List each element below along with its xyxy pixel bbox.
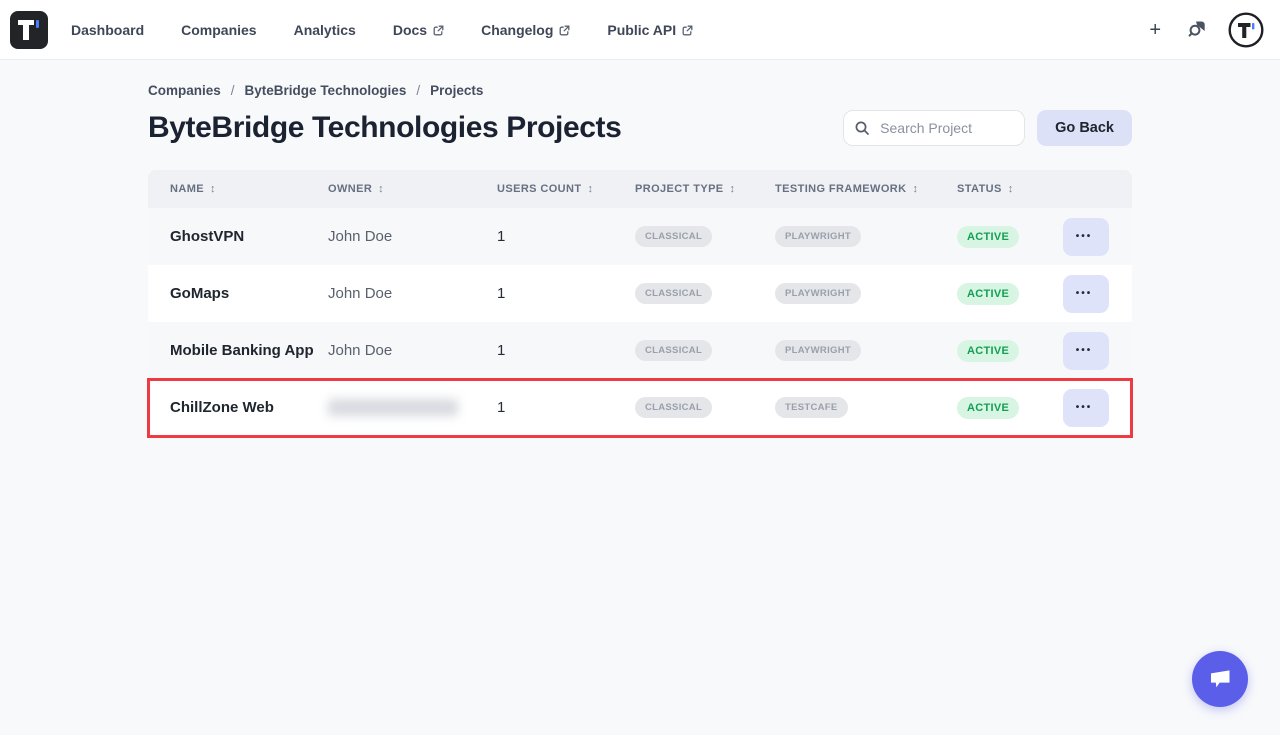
nav-item-companies[interactable]: Companies: [181, 21, 257, 38]
table-row-mobile-banking-app[interactable]: Mobile Banking App John Doe 1 CLASSICAL …: [148, 322, 1132, 379]
app-logo-icon[interactable]: [10, 10, 48, 49]
breadcrumb-separator: /: [230, 83, 235, 98]
users-count: 1: [497, 285, 506, 302]
chat-widget-button[interactable]: [1192, 651, 1248, 707]
navbar-right: +: [1145, 12, 1264, 48]
ellipsis-icon: •••: [1075, 231, 1093, 242]
search-project-input[interactable]: [878, 119, 1015, 137]
column-header-name[interactable]: NAME ↕: [170, 183, 216, 195]
projects-table: NAME ↕ OWNER ↕ USERS COUNT ↕ PROJECT TYPE ↕ …: [147, 170, 1133, 438]
plus-icon: +: [1149, 18, 1161, 41]
testing-framework-badge: PLAYWRIGHT: [775, 283, 861, 304]
sort-icon: ↕: [587, 183, 594, 195]
user-avatar[interactable]: [1228, 12, 1264, 48]
status-badge: ACTIVE: [957, 396, 1020, 419]
project-type-badge: CLASSICAL: [635, 226, 713, 247]
page-title: ByteBridge Technologies Projects: [148, 111, 622, 144]
nav-item-analytics[interactable]: Analytics: [293, 21, 356, 38]
column-header-users-count[interactable]: USERS COUNT ↕: [497, 183, 594, 195]
row-actions-button[interactable]: •••: [1063, 274, 1109, 313]
sort-icon: ↕: [1007, 183, 1014, 195]
sort-icon: ↕: [912, 183, 919, 195]
breadcrumb-companies[interactable]: Companies: [148, 83, 221, 98]
breadcrumb-projects: Projects: [430, 83, 484, 98]
sort-icon: ↕: [729, 183, 736, 195]
project-type-badge: CLASSICAL: [635, 340, 713, 361]
main-nav: Dashboard Companies Analytics Docs Chang…: [71, 22, 693, 38]
users-count: 1: [497, 399, 506, 416]
navbar: Dashboard Companies Analytics Docs Chang…: [0, 0, 1280, 60]
redacted-owner: [328, 399, 458, 416]
table-row-chillzone-web[interactable]: ChillZone Web 1 CLASSICAL TESTCAFE ACTIV…: [147, 378, 1133, 438]
ellipsis-icon: •••: [1075, 345, 1093, 356]
nav-item-changelog[interactable]: Changelog: [481, 22, 570, 38]
sort-icon: ↕: [378, 183, 385, 195]
external-link-icon: [682, 25, 693, 36]
users-count: 1: [497, 228, 506, 245]
chat-bubble-icon: [1205, 664, 1235, 694]
status-badge: ACTIVE: [957, 282, 1020, 305]
external-link-icon: [559, 25, 570, 36]
status-badge: ACTIVE: [957, 339, 1020, 362]
ellipsis-icon: •••: [1075, 288, 1093, 299]
table-row-gomaps[interactable]: GoMaps John Doe 1 CLASSICAL PLAYWRIGHT A…: [148, 265, 1132, 322]
project-name: GhostVPN: [170, 228, 245, 245]
project-type-badge: CLASSICAL: [635, 283, 713, 304]
external-link-icon: [433, 25, 444, 36]
breadcrumb: Companies / ByteBridge Technologies / Pr…: [148, 83, 1132, 98]
table-row-ghostvpn[interactable]: GhostVPN John Doe 1 CLASSICAL PLAYWRIGHT…: [148, 208, 1132, 265]
main-content: Companies / ByteBridge Technologies / Pr…: [0, 83, 1280, 438]
toolbar: Go Back: [843, 110, 1132, 146]
create-new-button[interactable]: +: [1145, 18, 1165, 42]
column-header-testing-framework[interactable]: TESTING FRAMEWORK ↕: [775, 183, 919, 195]
project-name: Mobile Banking App: [170, 342, 314, 359]
breadcrumb-company[interactable]: ByteBridge Technologies: [244, 83, 407, 98]
go-back-button[interactable]: Go Back: [1037, 110, 1132, 146]
breadcrumb-separator: /: [416, 83, 421, 98]
project-type-badge: CLASSICAL: [635, 397, 713, 418]
table-header-row: NAME ↕ OWNER ↕ USERS COUNT ↕ PROJECT TYPE ↕ …: [148, 170, 1132, 208]
search-activity-icon: [1186, 18, 1207, 42]
nav-item-dashboard[interactable]: Dashboard: [71, 21, 145, 38]
project-owner: John Doe: [328, 342, 393, 359]
project-owner: John Doe: [328, 228, 393, 245]
status-badge: ACTIVE: [957, 225, 1020, 248]
row-actions-button[interactable]: •••: [1063, 388, 1109, 427]
row-actions-button[interactable]: •••: [1063, 331, 1109, 370]
testing-framework-badge: PLAYWRIGHT: [775, 226, 861, 247]
search-icon: [854, 120, 870, 136]
nav-item-public-api[interactable]: Public API: [607, 22, 693, 38]
testing-framework-badge: PLAYWRIGHT: [775, 340, 861, 361]
users-count: 1: [497, 342, 506, 359]
search-activity-button[interactable]: [1184, 16, 1209, 44]
testing-framework-badge: TESTCAFE: [775, 397, 848, 418]
search-project-box: [843, 110, 1026, 146]
sort-icon: ↕: [210, 183, 216, 195]
project-name: ChillZone Web: [170, 399, 274, 416]
column-header-status[interactable]: STATUS ↕: [957, 183, 1014, 195]
nav-item-docs[interactable]: Docs: [393, 22, 444, 38]
ellipsis-icon: •••: [1075, 402, 1093, 413]
project-name: GoMaps: [170, 285, 230, 302]
column-header-project-type[interactable]: PROJECT TYPE ↕: [635, 183, 736, 195]
project-owner: John Doe: [328, 285, 393, 302]
column-header-owner[interactable]: OWNER ↕: [328, 183, 385, 195]
row-actions-button[interactable]: •••: [1063, 217, 1109, 256]
